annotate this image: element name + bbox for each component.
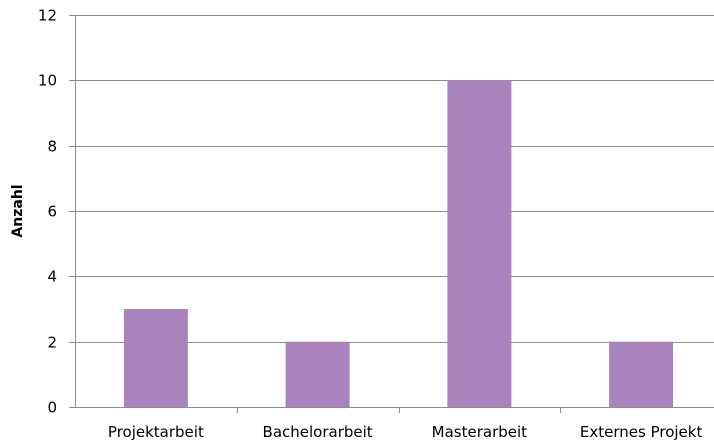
y-axis-tick-labels: 0 2 4 6 8 10 12: [38, 7, 57, 417]
bar-bachelorarbeit: [285, 341, 350, 407]
x-category-label: Projektarbeit: [108, 423, 204, 441]
y-tick-label: 8: [47, 138, 57, 156]
x-axis-category-labels: Projektarbeit Bachelorarbeit Masterarbeit E…: [108, 423, 703, 441]
y-tick-label: 2: [47, 334, 57, 352]
y-tick-label: 4: [47, 268, 57, 286]
x-category-label: Bachelorarbeit: [263, 423, 373, 441]
x-category-label: Externes Projekt: [580, 423, 703, 441]
x-category-label: Masterarbeit: [432, 423, 528, 441]
axes: [69, 15, 714, 413]
gridlines: [75, 15, 714, 343]
bar-masterarbeit: [447, 80, 512, 407]
bar-externes-projekt: [609, 341, 674, 407]
y-axis-title: Anzahl: [10, 184, 26, 237]
bar-projektarbeit: [123, 309, 188, 407]
bars: [123, 80, 674, 407]
y-tick-label: 10: [38, 72, 57, 90]
y-tick-label: 0: [47, 399, 57, 417]
y-tick-label: 12: [38, 7, 57, 25]
y-tick-label: 6: [47, 203, 57, 221]
